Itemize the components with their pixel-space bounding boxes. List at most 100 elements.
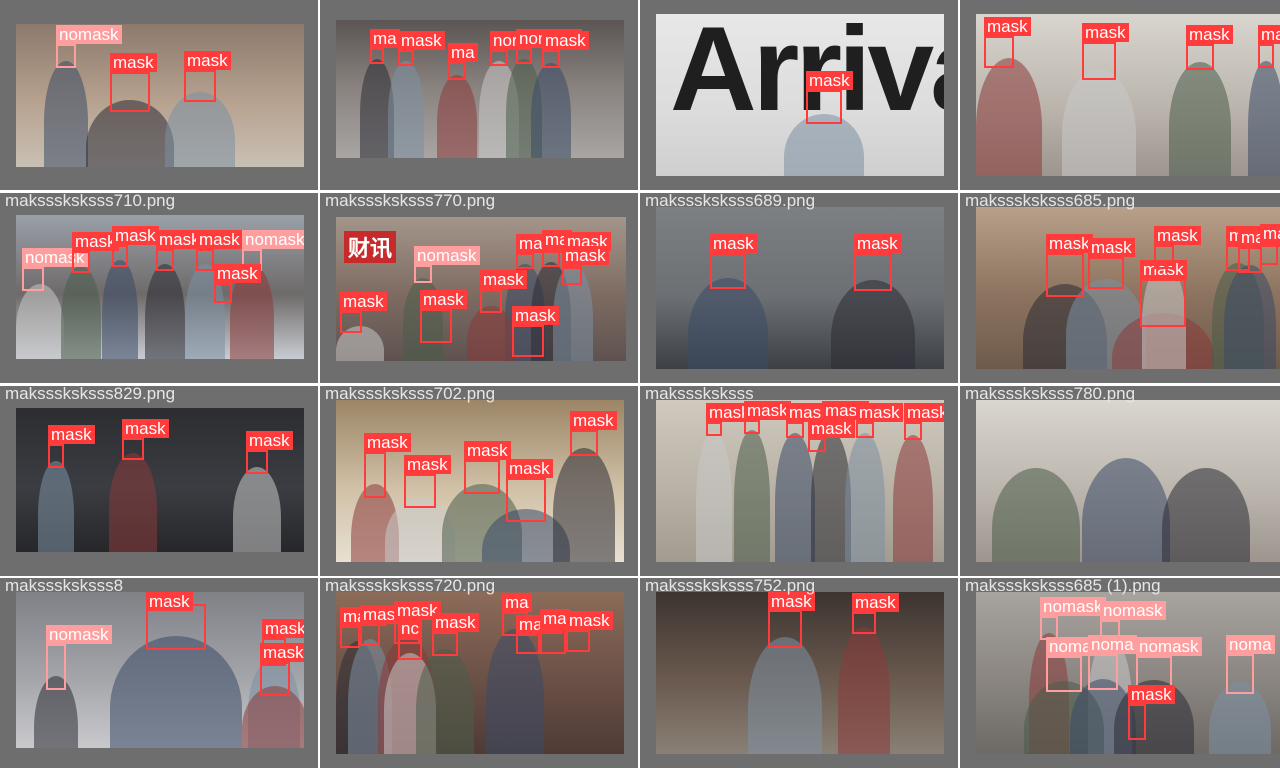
detection-box: [48, 444, 64, 468]
detection-label: mask: [1082, 23, 1129, 42]
detection-label: mask: [744, 401, 791, 420]
person-silhouette: [110, 636, 242, 748]
detection-box: [808, 438, 826, 452]
tile-photo: mamaskmanornomaskmask: [336, 20, 624, 158]
person-silhouette: [1169, 62, 1231, 176]
tile-photo: mask mask: [656, 592, 944, 754]
detection-tile: mask mask mask mask mask mask mask maksssksksss: [640, 386, 958, 576]
detection-label: mask: [246, 431, 293, 450]
detection-box: [516, 253, 534, 269]
tile-photo: mask mask mask mask mask mask mask: [656, 400, 944, 562]
detection-box: [56, 44, 76, 68]
person-silhouette: [688, 278, 768, 369]
detection-box: [448, 62, 466, 80]
sign-text: 财讯: [344, 231, 397, 263]
detection-box: [710, 253, 746, 289]
detection-label: mask: [48, 425, 95, 444]
person-silhouette: [531, 62, 571, 158]
tile-photo: mask nomask mask mask: [16, 592, 304, 748]
detection-label: mask: [146, 592, 193, 611]
detection-box: [1238, 247, 1262, 273]
tile-filename: maksssksksss8: [5, 578, 124, 595]
detection-tile: nomask nomask noma noma nomask noma mask maksss…: [960, 578, 1280, 768]
detection-label: mask: [710, 234, 757, 253]
person-silhouette: [553, 263, 593, 361]
detection-label: mask: [404, 455, 451, 474]
detection-box: [706, 422, 722, 436]
tile-photo: nomask mask mask: [16, 24, 304, 167]
detection-label: mask: [480, 270, 527, 289]
detection-label: mas: [1258, 25, 1280, 44]
detection-box: [214, 283, 232, 303]
person-silhouette: [486, 628, 544, 754]
detection-box: [360, 624, 380, 646]
detection-box: [566, 630, 590, 652]
person-silhouette: [1223, 265, 1277, 369]
person-silhouette: [893, 434, 933, 562]
detection-box: [1088, 654, 1118, 690]
detection-box: [516, 48, 532, 64]
person-silhouette: [416, 648, 474, 754]
person-silhouette: [1209, 682, 1271, 754]
detection-label: mask: [1088, 238, 1135, 257]
detection-label: mask: [768, 592, 815, 611]
detection-box: [260, 662, 290, 696]
detection-box: [196, 249, 214, 271]
detection-tile: mask mask maksssksksss752.png: [640, 578, 958, 768]
person-silhouette: [1082, 458, 1170, 562]
detection-label: mask: [394, 601, 441, 620]
detection-label: ma: [502, 593, 532, 612]
tile-filename: maksssksksss710.png: [5, 193, 176, 210]
detection-label: mask: [852, 593, 899, 612]
detection-label: nomask: [56, 25, 122, 44]
detection-label: mask: [904, 403, 944, 422]
detection-box: [856, 422, 874, 438]
tile-photo: Arrivalsmask: [656, 14, 944, 176]
detection-label: mask: [184, 51, 231, 70]
person-silhouette: [992, 468, 1080, 562]
detection-box: [398, 50, 414, 66]
detection-tile: mask mask mask mask mask maksssksksss702.png: [320, 386, 638, 576]
detection-label: nomask: [22, 248, 88, 267]
detection-label: mask: [1154, 226, 1201, 245]
detection-label: mask: [808, 419, 855, 438]
person-silhouette: [1162, 468, 1250, 562]
detection-box: [22, 267, 44, 291]
detection-box: [854, 253, 892, 291]
detection-label: mask: [512, 306, 559, 325]
detection-label: mask: [364, 433, 411, 452]
detection-label: mask: [786, 403, 833, 422]
detection-box: [1140, 279, 1186, 327]
detection-label: mask: [856, 403, 903, 422]
person-silhouette: [831, 279, 915, 369]
detection-box: [414, 265, 432, 283]
detection-tile: nomask mask mask: [0, 0, 318, 190]
detection-box: [768, 610, 802, 648]
person-silhouette: [108, 453, 158, 552]
person-silhouette: [232, 466, 282, 552]
tile-photo: nomask mask mask mask mask nomask mask: [16, 215, 304, 359]
tile-filename: maksssksksss702.png: [325, 386, 496, 403]
person-silhouette: [734, 429, 770, 562]
detection-tile: 财讯 nomask mask ma mask mask mask mask mask mask ma…: [320, 193, 638, 383]
detection-box: [852, 612, 876, 634]
detection-box: [340, 311, 362, 333]
detection-box: [1154, 245, 1174, 269]
detection-box: [364, 452, 386, 498]
detection-box: [562, 265, 582, 285]
detection-box: [1046, 253, 1084, 297]
detection-tile: maskmaskmaskncmaskmamaskmamaskmaksssksks…: [320, 578, 638, 768]
tile-filename: maksssksksss829.png: [5, 386, 176, 403]
person-silhouette: [747, 636, 823, 754]
detection-box: [904, 422, 922, 440]
tile-filename: maksssksksss770.png: [325, 193, 496, 210]
person-silhouette: [164, 92, 236, 167]
detection-box: [340, 626, 360, 648]
person-silhouette: [784, 113, 864, 176]
detection-label: mask: [806, 71, 853, 90]
tile-photo: nomask nomask noma noma nomask noma mask: [976, 592, 1280, 754]
detection-tile: maskmaskmaskmaskmaskmaskmasmaksssksksss6…: [960, 193, 1280, 383]
detection-label: mask: [1186, 25, 1233, 44]
